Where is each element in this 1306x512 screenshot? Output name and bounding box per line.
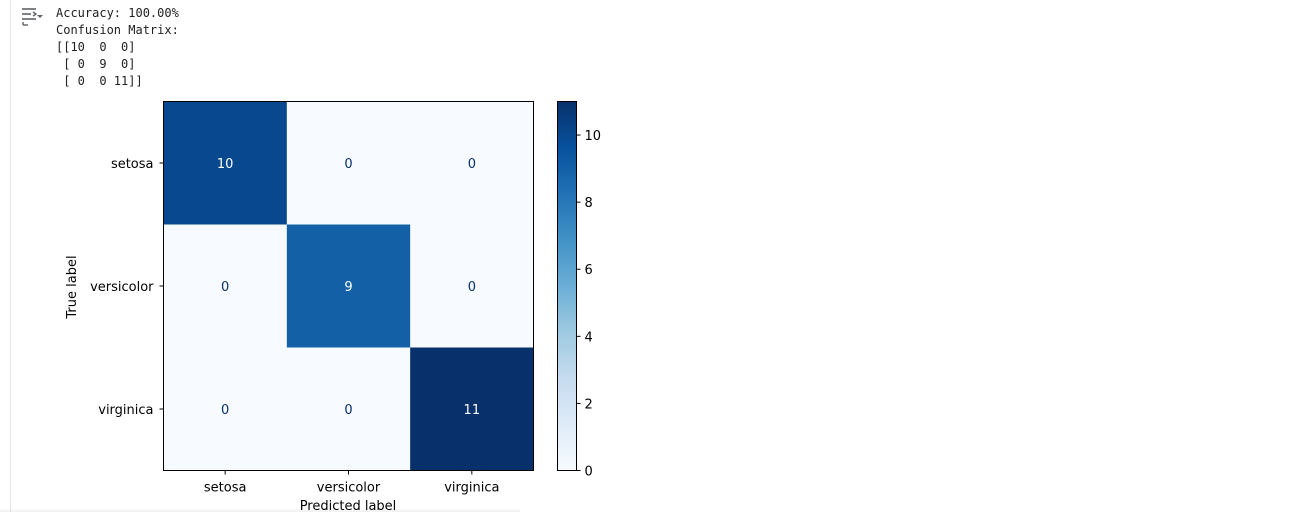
x-axis-ticks: setosa versicolor virginica — [204, 470, 499, 496]
cell-value-label: 0 — [221, 403, 229, 418]
x-tick-label: setosa — [204, 481, 247, 496]
stdout-line: [ 0 9 0] — [56, 57, 136, 71]
heatmap-cell — [410, 224, 534, 348]
colorbar-tick-label: 0 — [585, 465, 593, 480]
heatmap-cell — [410, 347, 534, 471]
y-tick-label: versicolor — [90, 280, 154, 295]
stdout-line: [ 0 0 11]] — [56, 74, 143, 88]
x-tick-label: versicolor — [317, 481, 381, 496]
stdout-line: Accuracy: 100.00% — [56, 6, 179, 20]
heatmap-cell — [286, 224, 411, 348]
collapse-output-icon[interactable] — [20, 6, 44, 26]
cell-value-label: 0 — [468, 157, 476, 172]
heatmap-cell-labels: 10 0 0 0 9 0 0 0 11 — [217, 157, 480, 418]
colorbar-tick-label: 8 — [585, 196, 593, 211]
cell-gutter-divider — [10, 0, 11, 512]
y-axis-label: True label — [65, 255, 80, 319]
heatmap-cells — [163, 101, 534, 471]
cell-value-label: 9 — [344, 280, 352, 295]
output-bottom-edge — [0, 508, 520, 512]
heatmap-cell — [286, 347, 411, 471]
colorbar-tick-label: 10 — [585, 129, 602, 144]
heatmap-cell — [163, 101, 288, 225]
x-tick-label: virginica — [444, 481, 499, 496]
y-tick-label: setosa — [111, 157, 154, 172]
cell-value-label: 10 — [217, 157, 234, 172]
colorbar-tick-label: 2 — [585, 397, 593, 412]
cell-value-label: 0 — [221, 280, 229, 295]
cell-value-label: 0 — [344, 157, 352, 172]
y-tick-label: virginica — [98, 403, 153, 418]
colorbar-frame — [557, 101, 577, 471]
stdout-line: Confusion Matrix: — [56, 23, 179, 37]
colorbar-ticks: 0 2 4 6 8 10 — [576, 129, 602, 480]
cell-stdout: Accuracy: 100.00% Confusion Matrix: [[10… — [56, 5, 179, 90]
cell-value-label: 0 — [468, 280, 476, 295]
heatmap-cell — [163, 347, 288, 471]
heatmap-cell — [286, 101, 411, 225]
colorbar — [557, 101, 576, 471]
y-axis-ticks: setosa versicolor virginica — [90, 157, 164, 418]
stdout-line: [[10 0 0] — [56, 40, 136, 54]
colorbar-tick-label: 6 — [585, 263, 593, 278]
cell-value-label: 11 — [464, 403, 481, 418]
heatmap-cell — [163, 224, 288, 348]
heatmap-cell — [410, 101, 534, 225]
cell-value-label: 0 — [344, 403, 352, 418]
colorbar-tick-label: 4 — [585, 330, 593, 345]
x-axis-label: Predicted label — [300, 499, 397, 512]
